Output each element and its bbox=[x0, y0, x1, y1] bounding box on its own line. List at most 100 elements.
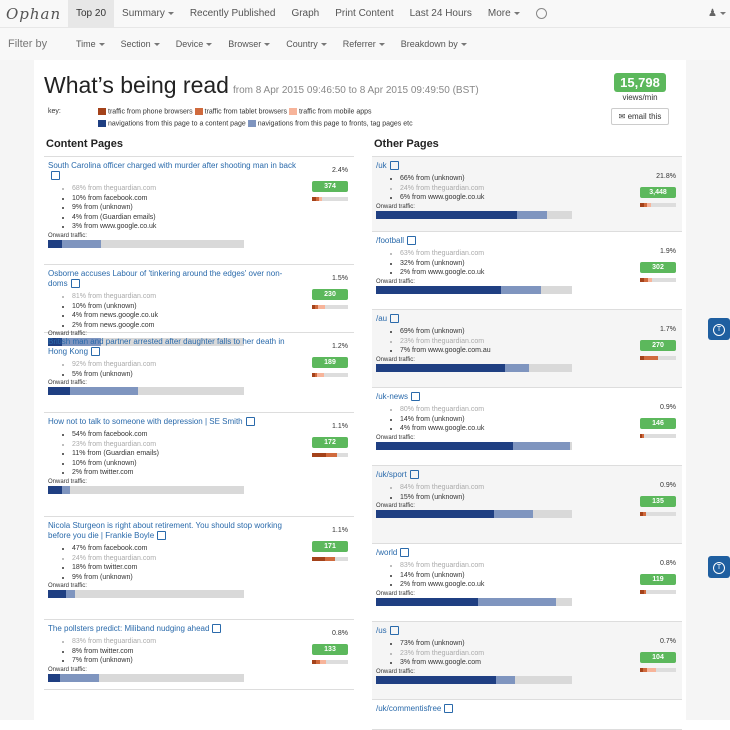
filter-time[interactable]: Time bbox=[68, 39, 113, 49]
nav-more[interactable]: More bbox=[480, 0, 528, 27]
filter-browser-label: Browser bbox=[228, 39, 262, 49]
share-percent: 0.8% bbox=[332, 630, 348, 637]
email-button[interactable]: ✉ email this bbox=[611, 108, 669, 125]
caret-down-icon bbox=[460, 43, 467, 47]
onward-traffic-bar bbox=[376, 597, 572, 606]
tablet-segment bbox=[642, 512, 646, 516]
onward-traffic-label: Onward traffic: bbox=[48, 583, 87, 590]
filter-device[interactable]: Device bbox=[168, 39, 221, 49]
pin-button[interactable]: T bbox=[708, 318, 730, 340]
onward-traffic-label: Onward traffic: bbox=[48, 380, 87, 387]
page-link[interactable]: /uk-news bbox=[376, 392, 626, 402]
page-link[interactable]: /uk/sport bbox=[376, 470, 626, 480]
content-nav-segment bbox=[48, 387, 70, 396]
phone-segment bbox=[312, 197, 316, 201]
referrer-item: 10% from facebook.com bbox=[72, 194, 350, 204]
onward-traffic-bar bbox=[48, 485, 244, 494]
external-link-icon[interactable] bbox=[407, 236, 417, 246]
tablet-segment bbox=[314, 373, 318, 377]
filter-browser[interactable]: Browser bbox=[220, 39, 278, 49]
referrer-item: 10% from (unknown) bbox=[72, 302, 350, 312]
external-link-icon[interactable] bbox=[70, 279, 80, 289]
nav-summary-label: Summary bbox=[122, 8, 165, 19]
info-icon: T bbox=[713, 562, 725, 574]
page-link[interactable]: /us bbox=[376, 626, 626, 636]
nav-last-24-hours[interactable]: Last 24 Hours bbox=[409, 8, 472, 19]
nav-recently-published[interactable]: Recently Published bbox=[189, 8, 276, 19]
user-menu[interactable]: ♟ bbox=[708, 0, 726, 27]
page-link[interactable]: South Carolina officer charged with murd… bbox=[48, 161, 298, 181]
page-link[interactable]: /football bbox=[376, 236, 626, 246]
caret-down-icon bbox=[320, 43, 327, 47]
external-link-icon[interactable] bbox=[400, 548, 410, 558]
page-link-text: /uk/sport bbox=[376, 470, 407, 479]
page-link[interactable]: /uk bbox=[376, 161, 626, 171]
page-link[interactable]: /world bbox=[376, 548, 626, 558]
device-breakdown-bar bbox=[312, 305, 348, 309]
front-nav-segment bbox=[61, 338, 101, 347]
external-link-icon[interactable] bbox=[444, 704, 454, 714]
left-gutter bbox=[0, 60, 34, 720]
user-icon: ♟ bbox=[708, 8, 717, 19]
caret-down-icon bbox=[167, 11, 174, 15]
phone-segment bbox=[640, 512, 643, 516]
divider bbox=[372, 156, 682, 157]
brand-logo[interactable]: Ophan bbox=[6, 4, 62, 23]
pin-button[interactable]: T bbox=[708, 556, 730, 578]
nav-top20[interactable]: Top 20 bbox=[68, 0, 115, 27]
page-link[interactable]: British man and partner arrested after d… bbox=[48, 337, 298, 357]
referrer-item: 2% from twitter.com bbox=[72, 468, 350, 478]
caret-down-icon bbox=[98, 43, 105, 47]
filter-device-label: Device bbox=[175, 39, 204, 49]
external-link-icon[interactable] bbox=[212, 624, 222, 634]
views-count-badge: 119 bbox=[640, 574, 676, 585]
external-link-icon[interactable] bbox=[389, 626, 399, 636]
front-nav-segment bbox=[505, 363, 529, 372]
page-link[interactable]: /uk/commentisfree bbox=[376, 704, 626, 714]
onward-traffic-label: Onward traffic: bbox=[48, 478, 87, 485]
front-nav-segment bbox=[69, 387, 139, 396]
referrer-item: 32% from (unknown) bbox=[400, 259, 678, 269]
page-item: South Carolina officer charged with murd… bbox=[44, 157, 354, 265]
filter-section[interactable]: Section bbox=[113, 39, 168, 49]
page-link[interactable]: How not to talk to someone with depressi… bbox=[48, 417, 298, 427]
page-link[interactable]: Osborne accuses Labour of 'tinkering aro… bbox=[48, 269, 298, 289]
external-link-icon[interactable] bbox=[157, 531, 167, 541]
nav-graph[interactable]: Graph bbox=[291, 8, 320, 19]
external-link-icon[interactable] bbox=[245, 417, 255, 427]
filter-country[interactable]: Country bbox=[278, 39, 335, 49]
page-link[interactable]: The pollsters predict: Miliband nudging … bbox=[48, 624, 298, 634]
external-link-icon[interactable] bbox=[390, 314, 400, 324]
filter-country-label: Country bbox=[286, 39, 318, 49]
content-nav-segment bbox=[376, 510, 494, 519]
referrer-item: 9% from (unknown) bbox=[72, 573, 350, 583]
front-nav-segment bbox=[495, 675, 516, 684]
referrer-item: 81% from theguardian.com bbox=[72, 292, 350, 302]
page-item: /au1.7%27069% from (unknown)23% from the… bbox=[372, 310, 682, 388]
page-link[interactable]: Nicola Sturgeon is right about retiremen… bbox=[48, 521, 298, 541]
nav-globe[interactable] bbox=[528, 0, 555, 27]
nav-print-content[interactable]: Print Content bbox=[335, 8, 394, 19]
nav-summary[interactable]: Summary bbox=[114, 0, 182, 27]
external-link-icon[interactable] bbox=[91, 347, 101, 357]
external-link-icon[interactable] bbox=[411, 392, 421, 402]
filter-referrer[interactable]: Referrer bbox=[335, 39, 393, 49]
content-nav-swatch bbox=[98, 120, 106, 127]
external-link-icon[interactable] bbox=[409, 470, 419, 480]
filter-breakdown[interactable]: Breakdown by bbox=[393, 39, 475, 49]
phone-segment bbox=[640, 356, 644, 360]
external-link-icon[interactable] bbox=[389, 161, 399, 171]
top-navbar: Ophan Top 20 Summary Recently Published … bbox=[0, 0, 730, 28]
referrer-item: 6% from www.google.co.uk bbox=[400, 193, 678, 203]
page-link[interactable]: /au bbox=[376, 314, 626, 324]
referrer-item: 8% from twitter.com bbox=[72, 647, 350, 657]
external-link-icon[interactable] bbox=[51, 171, 60, 181]
content-nav-segment bbox=[48, 673, 60, 682]
front-nav-segment bbox=[65, 590, 76, 599]
key-apps: traffic from mobile apps bbox=[298, 108, 372, 116]
referrer-list: 63% from theguardian.com32% from (unknow… bbox=[376, 249, 678, 278]
share-percent: 21.8% bbox=[656, 173, 676, 180]
